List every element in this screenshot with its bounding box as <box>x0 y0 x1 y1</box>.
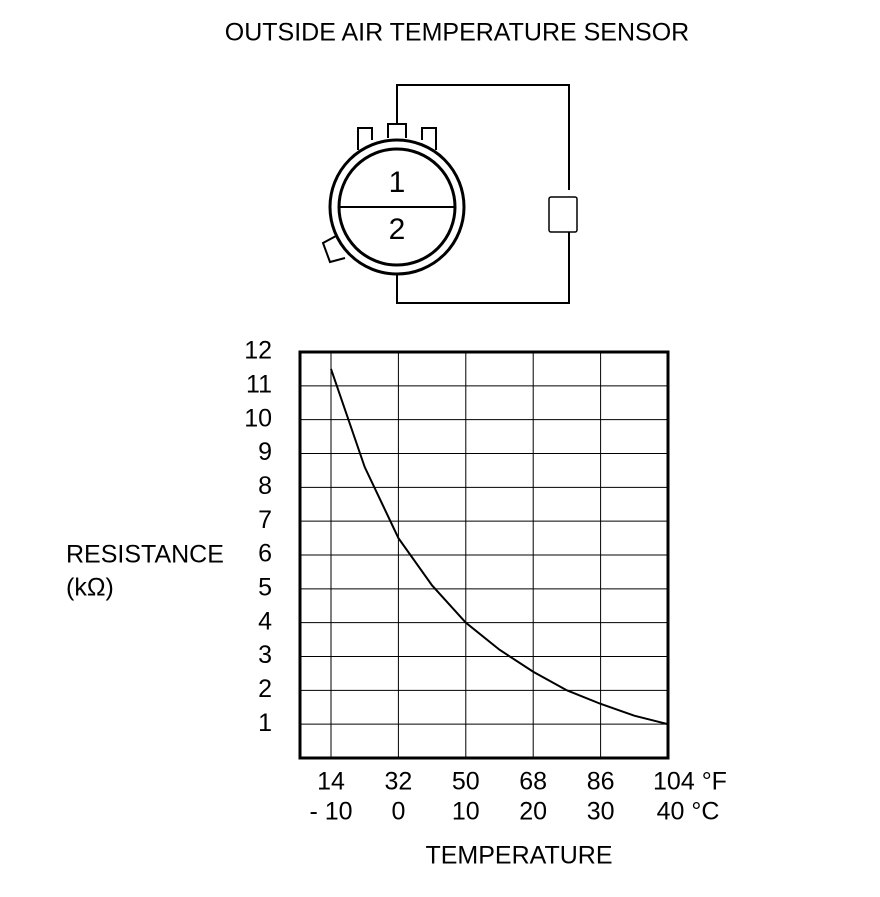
x-tick-label: 10 <box>452 798 480 826</box>
y-tick-label: 10 <box>244 404 272 432</box>
x-tick-label-fahrenheit: 104 °F <box>653 768 727 796</box>
x-tick-label: 30 <box>587 798 615 826</box>
connector-diagram: 1 2 <box>321 84 578 304</box>
pin-label: 2 <box>389 213 406 246</box>
y-tick-label: 1 <box>258 709 272 737</box>
data-line <box>330 368 669 726</box>
y-tick-label: 6 <box>258 540 272 568</box>
y-tick-label: 7 <box>258 506 272 534</box>
x-axis-label: TEMPERATURE <box>425 842 612 870</box>
pin-label: 1 <box>389 166 406 199</box>
title: OUTSIDE AIR TEMPERATURE SENSOR <box>225 19 689 47</box>
x-tick-label: 20 <box>519 798 547 826</box>
y-tick-label: 5 <box>258 573 272 601</box>
y-axis-label: (kΩ) <box>66 574 114 602</box>
y-tick-label: 9 <box>258 438 272 466</box>
x-tick-label: 40 °C <box>657 798 720 826</box>
x-tick-label-fahrenheit: 68 <box>519 768 547 796</box>
x-tick-label-fahrenheit: 86 <box>587 768 615 796</box>
wire <box>396 84 570 304</box>
connector-tabs <box>357 123 437 150</box>
y-tick-label: 4 <box>258 607 272 635</box>
connector-latch <box>321 235 346 264</box>
y-tick-label: 12 <box>244 337 272 365</box>
y-tick-label: 8 <box>258 472 272 500</box>
x-tick-label: - 10 <box>309 798 352 826</box>
y-tick-label: 11 <box>246 370 272 398</box>
x-tick-label-fahrenheit: 50 <box>452 768 480 796</box>
x-tick-label-fahrenheit: 32 <box>384 768 412 796</box>
x-tick-label-fahrenheit: 14 <box>317 768 345 796</box>
x-tick-label: 0 <box>391 798 405 826</box>
y-tick-label: 2 <box>258 675 272 703</box>
y-tick-label: 3 <box>258 641 272 669</box>
y-axis-label: RESISTANCE <box>66 541 224 569</box>
plot-frame <box>298 350 670 760</box>
sensor-element <box>548 196 578 233</box>
